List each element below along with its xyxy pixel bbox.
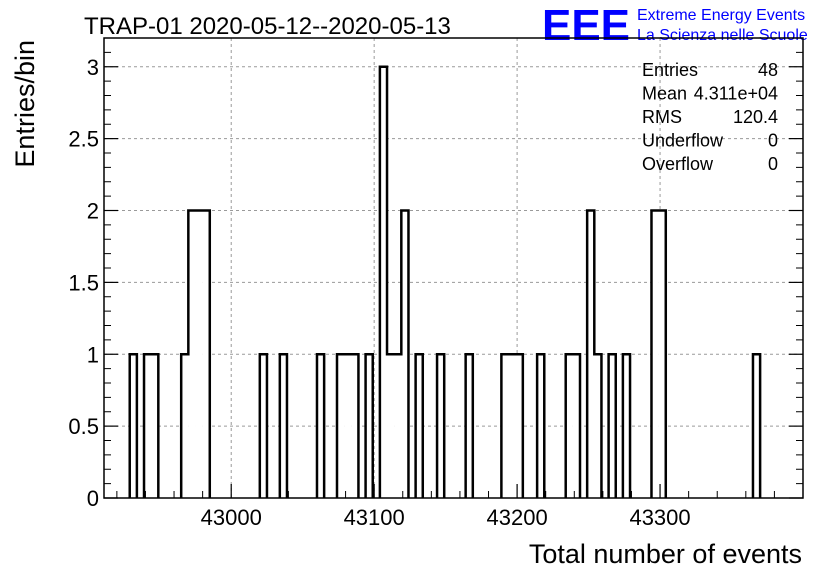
histogram-bin	[365, 354, 373, 498]
histogram-bin	[379, 66, 388, 498]
histogram-bin	[508, 354, 516, 498]
y-tick-label: 3	[87, 55, 99, 80]
y-tick-label: 0	[87, 486, 99, 511]
histogram-bin	[401, 210, 409, 498]
y-tick-label: 1.5	[68, 270, 99, 295]
histogram-bin	[651, 210, 659, 498]
histogram-bin	[587, 210, 595, 498]
histogram-bin	[415, 354, 423, 498]
histogram-bin	[387, 354, 395, 498]
stats-label: Overflow	[642, 154, 714, 174]
x-tick-label: 43200	[487, 505, 548, 530]
x-axis-title: Total number of events	[529, 539, 802, 569]
histogram-bin	[188, 210, 196, 498]
y-tick-label: 0.5	[68, 414, 99, 439]
y-tick-label: 1	[87, 342, 99, 367]
histogram-bin	[394, 354, 402, 498]
x-tick-labels: 43000 43100 43200 43300	[201, 505, 691, 530]
histogram-bin	[752, 354, 761, 498]
stats-label: Underflow	[642, 131, 724, 151]
histogram-outline	[128, 65, 762, 498]
histogram-bin	[437, 354, 445, 498]
histogram-bin	[316, 354, 325, 498]
histogram-bin	[594, 354, 602, 498]
x-tick-label: 43100	[344, 505, 405, 530]
histogram-bin	[572, 354, 581, 498]
y-tick-labels: 0 0.5 1 1.5 2 2.5 3	[68, 55, 99, 511]
histogram-bin	[622, 354, 631, 498]
histogram-bin	[144, 354, 152, 498]
histogram-bin	[202, 210, 210, 498]
y-tick-label: 2	[87, 199, 99, 224]
histogram-bin	[259, 354, 267, 498]
x-tick-label: 43300	[629, 505, 690, 530]
histogram-bin	[351, 354, 359, 498]
y-axis-title: Entries/bin	[10, 40, 40, 168]
histogram-bars	[129, 66, 761, 498]
histogram-bin	[465, 354, 473, 498]
stats-label: RMS	[642, 107, 682, 127]
histogram-bin	[279, 354, 287, 498]
logo-line2: La Scienza nelle Scuole	[637, 27, 808, 44]
histogram-bin	[195, 210, 203, 498]
x-tick-label: 43000	[201, 505, 262, 530]
stats-label: Entries	[642, 60, 698, 80]
histogram-bin	[151, 354, 159, 498]
stats-label: Mean	[642, 84, 687, 104]
histogram-bin	[501, 354, 509, 498]
histogram-bin	[344, 354, 352, 498]
logo-mark: EEE	[542, 1, 630, 50]
y-tick-label: 2.5	[68, 127, 99, 152]
histogram-bin	[537, 354, 545, 498]
histogram-bin	[658, 210, 666, 498]
histogram-bin	[337, 354, 345, 498]
stats-value: 48	[758, 60, 778, 80]
histogram-bin	[565, 354, 573, 498]
histogram-bin	[515, 354, 523, 498]
stats-value: 4.311e+04	[694, 84, 778, 104]
histogram-bin	[181, 354, 189, 498]
chart-title: TRAP-01 2020-05-12--2020-05-13	[84, 13, 451, 40]
histogram-bin	[608, 354, 616, 498]
stats-box: Entries 48 Mean 4.311e+04 RMS 120.4 Underflow 0…	[642, 60, 778, 174]
stats-value: 120.4	[733, 107, 778, 127]
histogram-bin	[129, 354, 137, 498]
axis-ticks	[104, 51, 803, 499]
stats-value: 0	[768, 131, 778, 151]
logo-line1: Extreme Energy Events	[637, 7, 805, 24]
stats-value: 0	[768, 154, 778, 174]
eee-logo: EEE Extreme Energy Events La Scienza nel…	[542, 1, 808, 50]
